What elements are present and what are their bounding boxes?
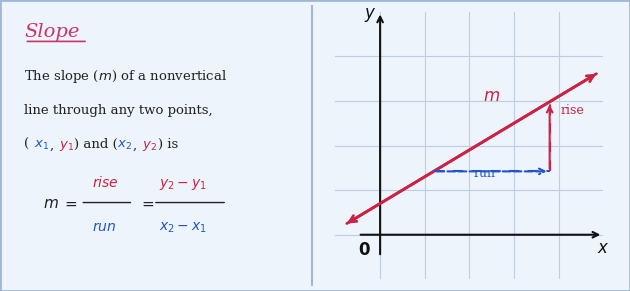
Text: ) is: ) is xyxy=(158,138,178,151)
Text: ) and (: ) and ( xyxy=(74,138,118,151)
Text: (: ( xyxy=(25,138,30,151)
Text: $\mathbf{0}$: $\mathbf{0}$ xyxy=(358,242,370,259)
Text: $\mathit{m}$: $\mathit{m}$ xyxy=(43,197,59,211)
Text: $\mathit{x}_2 - \mathit{x}_1$: $\mathit{x}_2 - \mathit{x}_1$ xyxy=(159,221,207,235)
Text: $\mathit{y}$: $\mathit{y}$ xyxy=(365,6,377,24)
Text: The slope ($\mathit{m}$) of a nonvertical: The slope ($\mathit{m}$) of a nonvertica… xyxy=(25,68,227,85)
Text: $\mathit{y}_1$: $\mathit{y}_1$ xyxy=(59,139,74,153)
Text: $\mathit{x}_2$: $\mathit{x}_2$ xyxy=(117,139,132,152)
Text: ,: , xyxy=(134,138,142,151)
Text: $=$: $=$ xyxy=(139,197,156,211)
Text: $\mathit{x}_1$: $\mathit{x}_1$ xyxy=(33,139,49,152)
Text: rise: rise xyxy=(561,104,585,117)
Text: $\mathit{y}_2$: $\mathit{y}_2$ xyxy=(142,139,157,153)
Text: $=$: $=$ xyxy=(62,197,78,211)
Text: line through any two points,: line through any two points, xyxy=(25,104,213,117)
Text: $\mathit{m}$: $\mathit{m}$ xyxy=(483,88,500,105)
Text: Slope: Slope xyxy=(25,23,80,41)
Text: run: run xyxy=(474,167,496,180)
Text: $\mathit{run}$: $\mathit{run}$ xyxy=(93,220,117,234)
Text: $\mathit{y}_2 - \mathit{y}_1$: $\mathit{y}_2 - \mathit{y}_1$ xyxy=(159,177,207,192)
Text: $\mathit{x}$: $\mathit{x}$ xyxy=(597,239,609,257)
Text: $\mathit{rise}$: $\mathit{rise}$ xyxy=(93,175,119,190)
Text: ,: , xyxy=(50,138,59,151)
